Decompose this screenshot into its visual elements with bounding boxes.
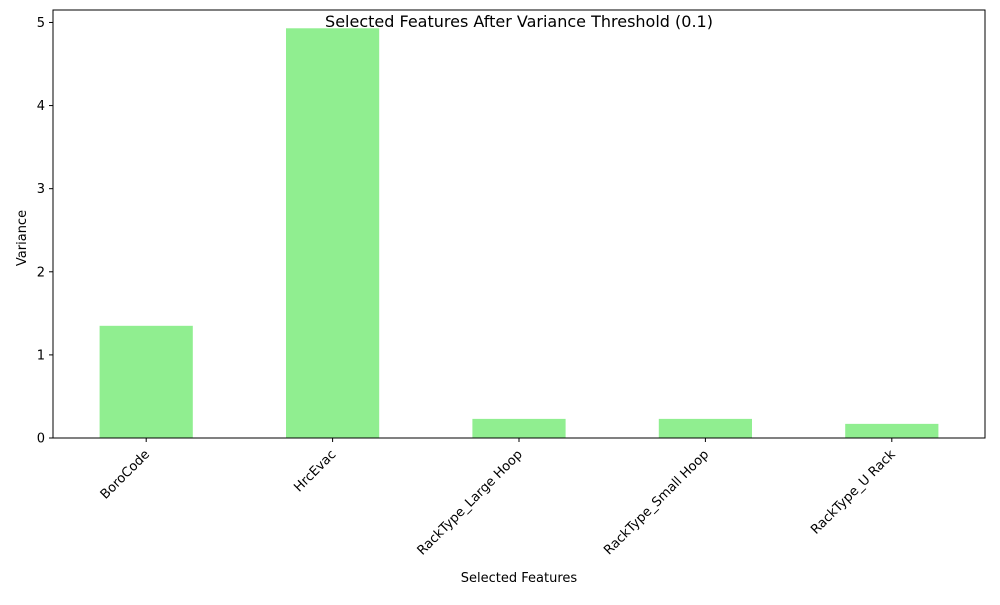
bars-group (99, 28, 939, 438)
x-axis-ticks: BoroCode HrcEvac RackType_Large Hoop RackTy… (98, 438, 899, 559)
x-tick-label-4: RackType_U Rack (808, 447, 899, 538)
y-tick-label-1: 1 (37, 348, 45, 363)
y-tick-label-3: 3 (37, 182, 45, 197)
chart-title: Selected Features After Variance Thresho… (325, 12, 713, 31)
x-tick-label-3: RackType_Small Hoop (601, 447, 712, 558)
plot-frame (52, 9, 986, 439)
y-axis-ticks: 0 1 2 3 4 5 (37, 16, 53, 447)
bar-2 (472, 418, 566, 438)
bar-0 (99, 325, 193, 438)
x-tick-label-1: HrcEvac (291, 447, 339, 495)
y-axis-label: Variance (15, 210, 30, 266)
y-tick-label-2: 2 (37, 265, 45, 280)
x-tick-label-2: RackType_Large Hoop (415, 447, 526, 558)
y-tick-label-0: 0 (37, 432, 45, 447)
bar-1 (286, 28, 380, 438)
x-tick-label-0: BoroCode (98, 447, 153, 502)
x-axis-label: Selected Features (461, 571, 578, 586)
bar-3 (658, 418, 752, 438)
y-tick-label-5: 5 (37, 16, 45, 31)
bar-4 (845, 423, 939, 438)
y-tick-label-4: 4 (37, 99, 45, 114)
